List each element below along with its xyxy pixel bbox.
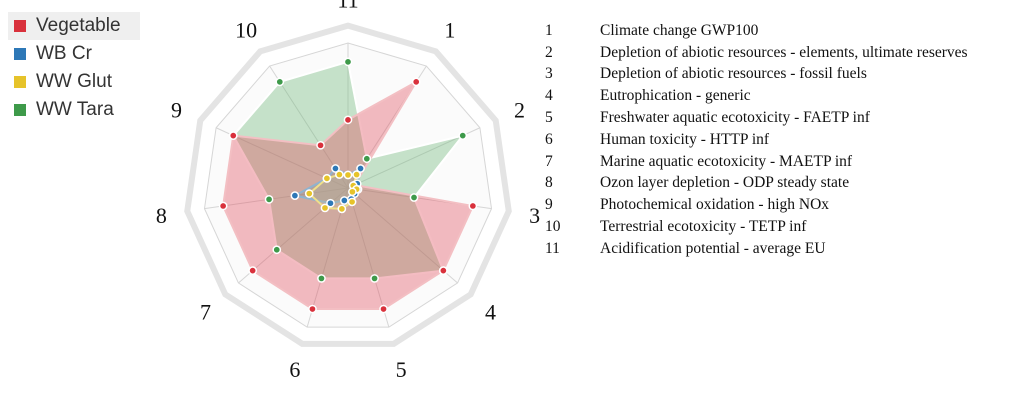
- indicator-number: 3: [545, 65, 553, 83]
- legend-item-vegetable: Vegetable: [8, 12, 140, 40]
- axis-label: 7: [200, 299, 211, 324]
- data-point-ww-tara: [458, 131, 468, 140]
- data-point-vegetable: [218, 201, 228, 211]
- indicator-row: 2 Depletion of abiotic resources - elemen…: [545, 42, 1015, 64]
- data-point-vegetable: [228, 131, 238, 140]
- axis-label: 11: [337, 0, 358, 13]
- data-point-ww-glut: [335, 170, 344, 179]
- series-area-ww-tara: [232, 60, 466, 280]
- indicator-row: 10 Terrestrial ecotoxicity - TETP inf: [545, 216, 1015, 238]
- data-point-ww-tara: [370, 274, 379, 283]
- indicator-row: 3 Depletion of abiotic resources - fossil…: [545, 64, 1015, 86]
- data-point-vegetable: [248, 266, 258, 275]
- axis-label: 6: [289, 357, 300, 382]
- axis-label: 9: [171, 98, 182, 123]
- indicator-label: Freshwater aquatic ecotoxicity - FAETP i…: [600, 109, 870, 127]
- axis-label: 3: [529, 203, 540, 228]
- indicator-row: 4 Eutrophication - generic: [545, 85, 1015, 107]
- indicator-label: Eutrophication - generic: [600, 87, 751, 105]
- indicator-number: 2: [545, 43, 553, 61]
- indicator-number: 8: [545, 174, 553, 192]
- data-point-ww-tara: [272, 245, 282, 255]
- legend-label: WB Cr: [36, 43, 92, 64]
- data-point-vegetable: [316, 140, 325, 150]
- radar-spoke: [347, 187, 390, 328]
- indicator-row: 5 Freshwater aquatic ecotoxicity - FAETP …: [545, 107, 1015, 129]
- data-point-wb-cr: [356, 164, 365, 173]
- indicator-number: 7: [545, 152, 553, 170]
- data-point-ww-tara: [264, 194, 274, 204]
- legend-item-wb-cr: WB Cr: [8, 40, 140, 68]
- data-point-ww-tara: [343, 57, 353, 67]
- axis-label: 2: [514, 98, 525, 123]
- data-point-ww-glut: [348, 187, 357, 197]
- indicator-number: 10: [545, 218, 561, 236]
- radar-spoke: [204, 187, 349, 210]
- indicator-number: 4: [545, 87, 553, 105]
- indicator-row: 9 Photochemical oxidation - high NOx: [545, 194, 1015, 216]
- legend-item-ww-glut: WW Glut: [8, 68, 140, 96]
- data-point-ww-glut: [322, 174, 332, 183]
- legend: Vegetable WB Cr WW Glut WW Tara: [8, 12, 140, 124]
- indicator-label: Depletion of abiotic resources - fossil …: [600, 65, 867, 83]
- legend-label: WW Glut: [36, 71, 112, 92]
- data-point-ww-tara: [317, 274, 326, 283]
- indicator-label: Human toxicity - HTTP inf: [600, 130, 770, 148]
- legend-swatch-vegetable: [14, 20, 26, 32]
- legend-swatch-ww-glut: [14, 76, 26, 88]
- series-area-vegetable: [222, 79, 475, 311]
- indicator-number: 11: [545, 239, 560, 257]
- indicator-label: Acidification potential - average EU: [600, 239, 826, 257]
- indicator-label: Photochemical oxidation - high NOx: [600, 196, 830, 214]
- indicator-label: Climate change GWP100: [600, 21, 759, 39]
- data-point-vegetable: [438, 266, 448, 275]
- data-point-wb-cr: [339, 196, 349, 205]
- axis-label: 1: [444, 17, 455, 42]
- data-point-ww-glut: [343, 170, 353, 180]
- data-point-vegetable: [468, 201, 478, 211]
- data-point-wb-cr: [290, 191, 300, 200]
- data-point-vegetable: [379, 304, 388, 314]
- indicator-number: 1: [545, 21, 553, 39]
- indicator-row: 6 Human toxicity - HTTP inf: [545, 129, 1015, 151]
- axis-label: 8: [156, 203, 167, 228]
- indicator-number: 6: [545, 130, 553, 148]
- data-point-wb-cr: [331, 164, 340, 173]
- indicator-number: 5: [545, 109, 553, 127]
- data-point-vegetable: [343, 115, 353, 125]
- axis-label: 10: [235, 17, 257, 42]
- data-point-vegetable: [308, 304, 317, 314]
- data-point-ww-tara: [409, 193, 419, 202]
- indicator-row: 7 Marine aquatic ecotoxicity - MAETP inf: [545, 151, 1015, 173]
- indicator-row: 11 Acidification potential - average EU: [545, 238, 1015, 260]
- data-point-vegetable: [411, 77, 421, 87]
- axis-label: 4: [485, 299, 496, 324]
- legend-swatch-ww-tara: [14, 104, 26, 116]
- legend-swatch-wb-cr: [14, 48, 26, 60]
- data-point-ww-tara: [362, 154, 372, 164]
- data-point-ww-glut: [352, 170, 361, 179]
- radar-spoke: [347, 127, 481, 189]
- legend-label: Vegetable: [36, 15, 121, 36]
- indicator-row: 8 Ozon layer depletion - ODP steady state: [545, 173, 1015, 195]
- indicator-number: 9: [545, 196, 553, 214]
- indicator-label: Ozon layer depletion - ODP steady state: [600, 174, 850, 192]
- indicator-label: Depletion of abiotic resources - element…: [600, 43, 968, 61]
- indicator-label: Marine aquatic ecotoxicity - MAETP inf: [600, 152, 853, 170]
- indicator-list: 1 Climate change GWP100 2 Depletion of abi…: [545, 20, 1015, 260]
- data-point-ww-tara: [275, 77, 285, 87]
- legend-item-ww-tara: WW Tara: [8, 96, 140, 124]
- indicator-label: Terrestrial ecotoxicity - TETP inf: [600, 218, 807, 236]
- data-point-ww-glut: [304, 189, 314, 198]
- data-point-ww-glut: [337, 204, 347, 214]
- indicator-row: 1 Climate change GWP100: [545, 20, 1015, 42]
- radar-spoke: [347, 187, 458, 284]
- legend-label: WW Tara: [36, 99, 114, 120]
- data-point-wb-cr: [326, 198, 335, 208]
- axis-label: 5: [396, 357, 407, 382]
- data-point-ww-glut: [320, 203, 330, 213]
- data-point-ww-glut: [347, 197, 357, 207]
